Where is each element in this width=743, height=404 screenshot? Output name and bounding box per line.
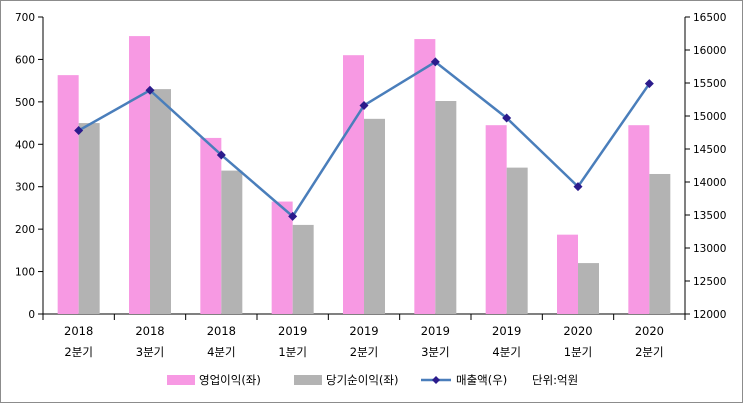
axes: 0 100 200 300 400 500 600 700 12000 12500 13000 135… [15, 12, 726, 359]
bar [506, 167, 528, 314]
bar [649, 173, 671, 314]
bar [435, 101, 457, 314]
legend-label: 당기순이익(좌) [326, 373, 398, 387]
category-label-year: 2020 [635, 324, 664, 338]
category-label-year: 2018 [135, 324, 164, 338]
left-tick-label: 700 [15, 12, 35, 24]
right-tick-label: 16000 [693, 45, 726, 57]
right-tick-label: 14500 [693, 144, 726, 156]
bar [557, 234, 578, 314]
left-tick-label: 300 [15, 182, 35, 194]
category-label-quarter: 3분기 [421, 345, 449, 359]
right-tick-label: 14000 [693, 177, 726, 189]
category-label-year: 2018 [207, 324, 236, 338]
line-point [145, 85, 155, 95]
right-tick-label: 16500 [693, 12, 726, 24]
left-tick-label: 100 [15, 267, 35, 279]
bar-series [57, 36, 671, 315]
category-label-quarter: 1분기 [564, 345, 592, 359]
line-point [288, 211, 298, 221]
right-tick-label: 13000 [693, 243, 726, 255]
bar [200, 137, 222, 314]
category-label-year: 2019 [349, 324, 378, 338]
category-label-year: 2018 [64, 324, 93, 338]
bar [414, 39, 436, 314]
left-tick-label: 0 [28, 309, 35, 321]
left-tick-label: 200 [15, 224, 35, 236]
unit-note: 단위:억원 [532, 373, 578, 387]
left-tick-label: 500 [15, 97, 35, 109]
category-label-quarter: 2분기 [635, 345, 663, 359]
category-label-quarter: 4분기 [207, 345, 235, 359]
line-point [74, 126, 84, 136]
legend-swatch [294, 375, 322, 385]
right-tick-label: 12500 [693, 276, 726, 288]
bar [578, 263, 599, 314]
legend-label: 매출액(우) [456, 373, 507, 387]
right-tick-label: 15500 [693, 78, 726, 90]
category-label-quarter: 4분기 [492, 345, 520, 359]
legend: 영업이익(좌) 당기순이익(좌) 매출액(우) 단위:억원 [167, 373, 578, 387]
bar [343, 55, 364, 314]
line-point [430, 57, 440, 67]
line-point [216, 150, 226, 160]
bar [57, 75, 79, 315]
legend-marker [432, 376, 440, 384]
line-point [644, 79, 654, 89]
bar [485, 125, 507, 314]
bar [129, 36, 150, 314]
bar [628, 125, 650, 314]
legend-label: 영업이익(좌) [199, 373, 261, 387]
category-label-quarter: 3분기 [136, 345, 164, 359]
category-label-year: 2020 [563, 324, 592, 338]
category-label-year: 2019 [278, 324, 307, 338]
left-tick-label: 400 [15, 139, 35, 151]
line-point [573, 182, 583, 192]
left-tick-label: 600 [15, 54, 35, 66]
category-label-quarter: 2분기 [64, 345, 92, 359]
line-point [359, 100, 369, 110]
legend-swatch [167, 375, 195, 385]
bar [221, 170, 243, 314]
line-series [74, 57, 654, 221]
category-label-quarter: 2분기 [350, 345, 378, 359]
category-label-quarter: 1분기 [278, 345, 306, 359]
right-tick-label: 13500 [693, 210, 726, 222]
bar [150, 89, 171, 314]
bar [364, 118, 385, 314]
right-tick-label: 15000 [693, 111, 726, 123]
bar [292, 224, 314, 314]
category-label-year: 2019 [421, 324, 450, 338]
line-point [502, 113, 512, 123]
right-tick-label: 12000 [693, 309, 726, 321]
bar [271, 201, 293, 314]
bar [78, 123, 100, 314]
category-label-year: 2019 [492, 324, 521, 338]
